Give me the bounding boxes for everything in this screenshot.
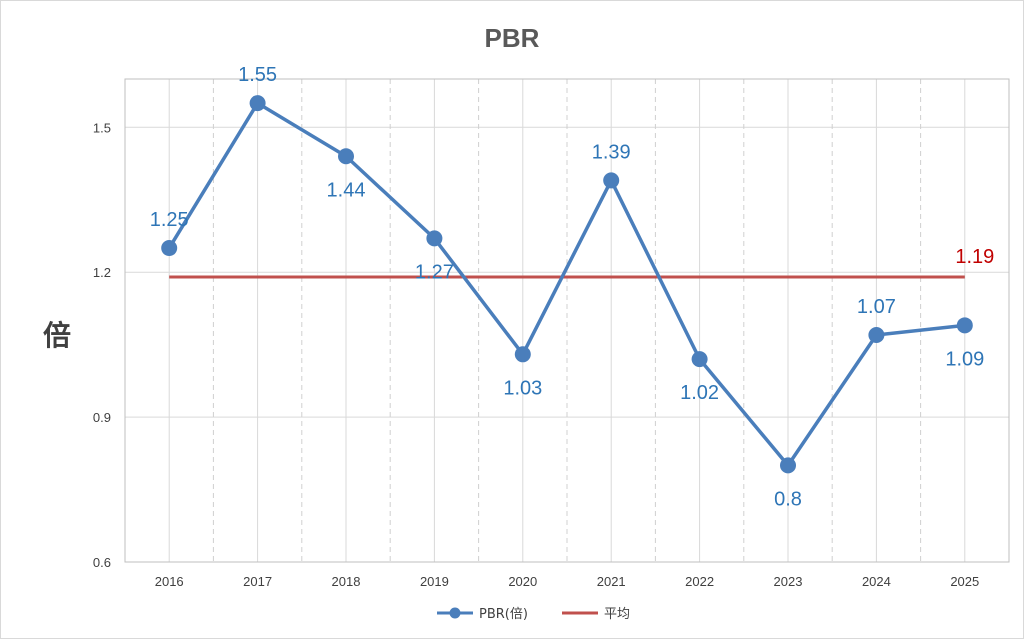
x-tick-label: 2018 [332,574,361,589]
pbr-point [338,148,354,165]
x-tick-label: 2021 [597,574,626,589]
legend-pbr-label: PBR(倍) [479,607,528,622]
pbr-point [691,351,708,368]
x-tick-label: 2023 [774,574,803,589]
pbr-data-label: 1.27 [415,261,454,283]
pbr-data-label: 0.8 [774,488,802,510]
plot-area [124,78,1010,563]
y-axis-label: 倍 [43,319,71,352]
pbr-data-label: 1.02 [680,382,719,404]
grid-lines [125,79,1009,562]
x-tick-label: 2022 [685,574,714,589]
pbr-point [603,172,620,189]
pbr-point [868,326,885,343]
x-tick-label: 2016 [155,574,184,589]
average-series: 1.19 [169,246,994,279]
y-tick-label: 0.6 [93,555,111,570]
y-tick-label: 1.2 [93,265,111,280]
pbr-series: 1.25 1.55 1.44 1.27 1.03 1.39 1.02 0.8 1.07 1.09 [150,64,985,510]
x-tick-label: 2020 [508,574,537,589]
x-tick-label: 2024 [862,574,891,589]
x-tick-label: 2019 [420,574,449,589]
pbr-point [426,230,443,247]
pbr-data-label: 1.39 [592,141,631,163]
legend: PBR(倍) 平均 [437,607,630,622]
pbr-point [161,240,178,257]
y-tick-label: 1.5 [93,120,111,135]
pbr-data-label: 1.44 [327,179,366,201]
pbr-point [249,95,266,112]
legend-pbr-swatch-marker [449,607,461,619]
pbr-data-label: 1.55 [238,64,277,86]
legend-average-label: 平均 [604,607,630,622]
pbr-data-label: 1.25 [150,209,189,231]
pbr-point [780,457,796,474]
y-tick-label: 0.9 [93,410,111,425]
pbr-data-label: 1.09 [945,348,984,370]
pbr-line [167,101,965,468]
x-tick-label: 2025 [950,574,979,589]
chart-title: PBR [485,23,540,53]
pbr-point [514,346,531,363]
pbr-data-label: 1.03 [503,377,542,399]
x-tick-labels: 2016 2017 2018 2019 2020 2021 2022 2023 2024 2025 [155,574,980,589]
x-tick-label: 2017 [243,574,272,589]
average-data-label: 1.19 [955,246,994,268]
pbr-point [956,317,973,334]
pbr-data-label: 1.07 [857,296,896,318]
y-tick-labels: 0.6 0.9 1.2 1.5 [93,120,111,570]
